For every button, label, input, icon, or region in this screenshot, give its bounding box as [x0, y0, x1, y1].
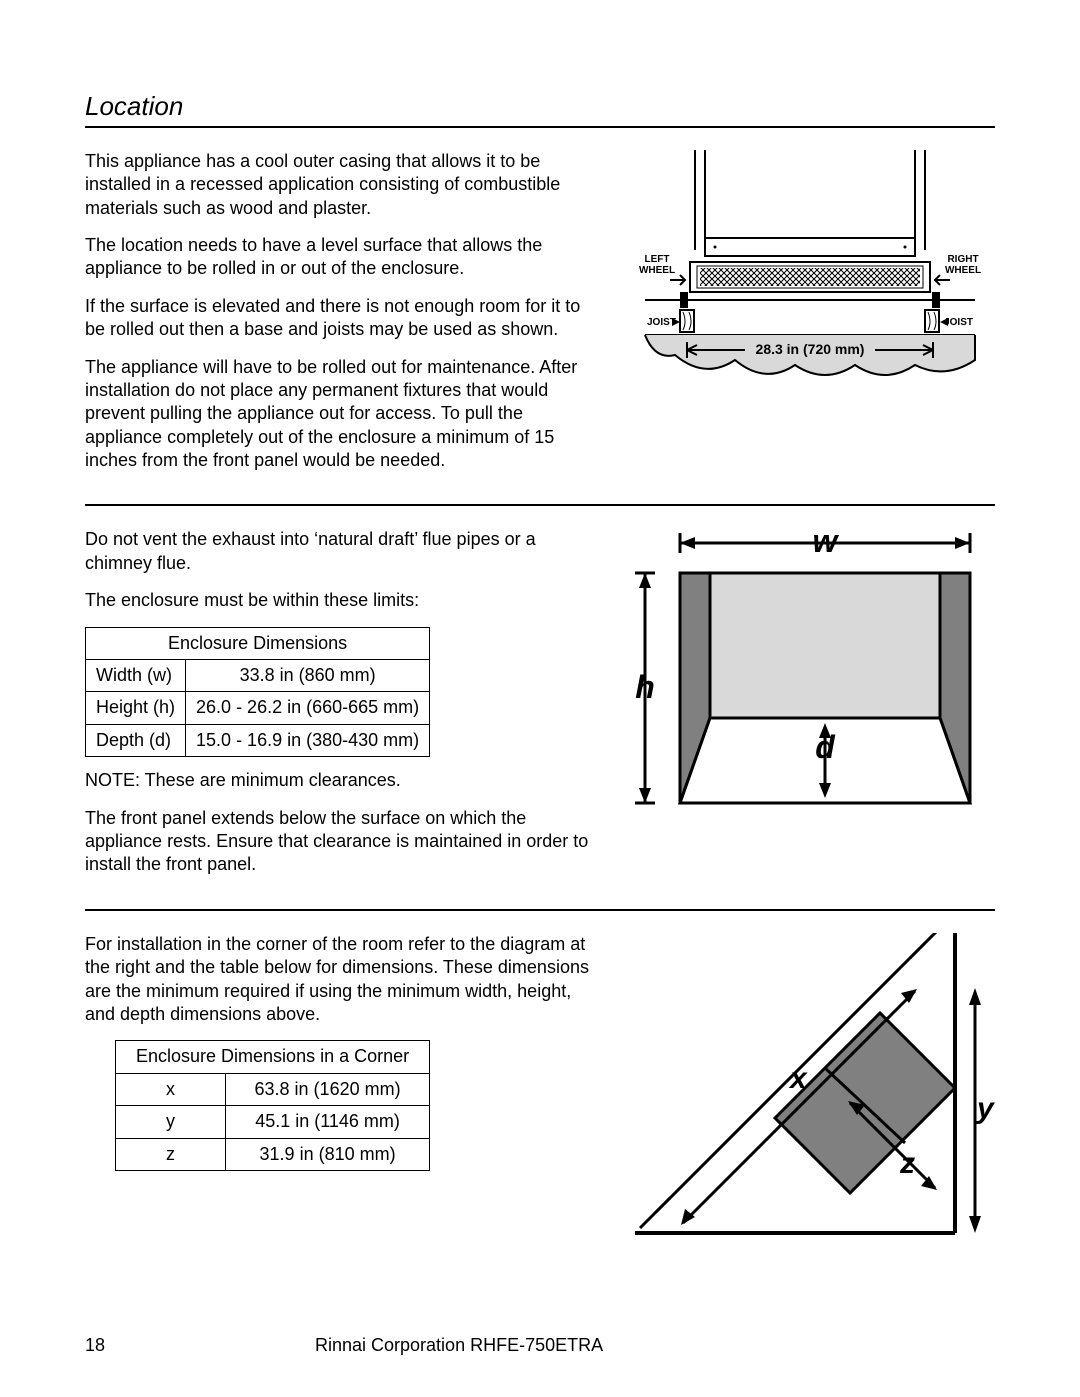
divider [85, 909, 995, 911]
w-label: w [813, 528, 840, 559]
h-label: h [635, 669, 655, 705]
corner-table: Enclosure Dimensions in a Corner x63.8 i… [115, 1040, 430, 1171]
paragraph: The front panel extends below the surfac… [85, 807, 595, 877]
enclosure-box-diagram: w h d [625, 528, 995, 828]
table-row: z31.9 in (810 mm) [116, 1138, 430, 1170]
paragraph: This appliance has a cool outer casing t… [85, 150, 595, 220]
d-label: d [815, 729, 836, 765]
corner-diagram: x z y [625, 933, 995, 1243]
dimension-label: 28.3 in (720 mm) [756, 341, 865, 357]
paragraph: If the surface is elevated and there is … [85, 295, 595, 342]
paragraph: The appliance will have to be rolled out… [85, 356, 595, 473]
divider [85, 504, 995, 506]
joist-label-right: JOIST [944, 317, 973, 328]
paragraph: For installation in the corner of the ro… [85, 933, 595, 1027]
note: NOTE: These are minimum clearances. [85, 769, 595, 792]
enclosure-table: Enclosure Dimensions Width (w)33.8 in (8… [85, 627, 430, 758]
table-row: Width (w)33.8 in (860 mm) [86, 660, 430, 692]
section-title: Location [85, 90, 995, 128]
z-label: z [899, 1147, 915, 1180]
table-header: Enclosure Dimensions in a Corner [116, 1041, 430, 1073]
table-header: Enclosure Dimensions [86, 627, 430, 659]
svg-text:LEFTWHEEL: LEFTWHEEL [639, 254, 675, 276]
paragraph: Do not vent the exhaust into ‘natural dr… [85, 528, 595, 575]
y-label: y [975, 1092, 995, 1125]
x-label: x [788, 1062, 808, 1095]
footer-text: Rinnai Corporation RHFE-750ETRA [315, 1334, 995, 1357]
joist-diagram: LEFTWHEEL RIGHTWHEEL JOIST JOIST [625, 150, 995, 410]
table-row: Height (h)26.0 - 26.2 in (660-665 mm) [86, 692, 430, 724]
paragraph: The location needs to have a level surfa… [85, 234, 595, 281]
joist-label-left: JOIST [647, 317, 676, 328]
paragraph: The enclosure must be within these limit… [85, 589, 595, 612]
table-row: y45.1 in (1146 mm) [116, 1106, 430, 1138]
table-row: Depth (d)15.0 - 16.9 in (380-430 mm) [86, 724, 430, 756]
table-row: x63.8 in (1620 mm) [116, 1073, 430, 1105]
page-number: 18 [85, 1334, 315, 1357]
svg-text:RIGHTWHEEL: RIGHTWHEEL [945, 254, 981, 276]
